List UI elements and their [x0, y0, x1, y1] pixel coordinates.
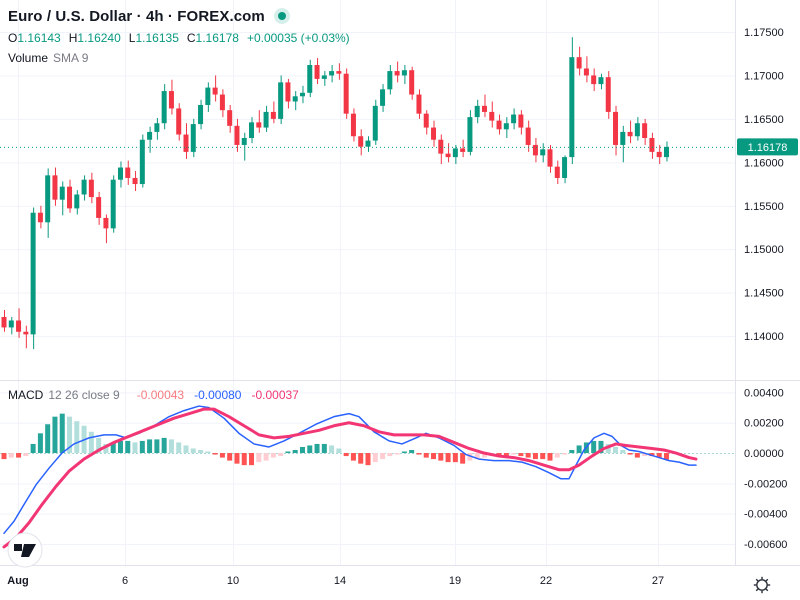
macd-indicator-label[interactable]: MACD — [8, 388, 44, 402]
svg-text:1.14000: 1.14000 — [744, 331, 784, 343]
open-label: O — [8, 31, 18, 45]
macd-histogram — [1, 413, 669, 466]
svg-text:1.17000: 1.17000 — [744, 70, 784, 82]
svg-text:14: 14 — [334, 575, 346, 587]
low-label: L — [128, 31, 136, 45]
macd-indicator-params: 12 26 close 9 — [48, 388, 120, 402]
time-axis[interactable]: Aug 6 10 14 19 22 27 — [7, 575, 664, 587]
symbol-title[interactable]: Euro / U.S. Dollar · 4h · FOREX.com — [8, 7, 265, 25]
price-axis[interactable]: 1.17500 1.17000 1.16500 1.16000 1.15500 1.150… — [744, 27, 784, 343]
macd-legend: MACD 12 26 close 9 -0.00043 -0.00080 -0.… — [8, 388, 299, 402]
svg-text:Aug: Aug — [7, 575, 28, 587]
timezone-settings-gear-icon[interactable] — [753, 576, 771, 594]
market-status-icon[interactable] — [273, 8, 290, 24]
high-value: 1.16240 — [77, 31, 121, 45]
svg-text:22: 22 — [540, 575, 552, 587]
svg-text:0.00000: 0.00000 — [744, 448, 784, 460]
grid-lines — [0, 0, 735, 565]
macd-signal-line — [2, 407, 698, 549]
close-value: 1.16178 — [195, 31, 239, 45]
macd-hist-value: -0.00043 — [136, 388, 185, 402]
svg-text:1.17500: 1.17500 — [744, 27, 784, 39]
candlestick-series — [1, 37, 669, 350]
svg-text:1.14500: 1.14500 — [744, 288, 784, 300]
close-label: C — [186, 31, 196, 45]
svg-text:0.00400: 0.00400 — [744, 387, 784, 399]
svg-text:19: 19 — [449, 575, 461, 587]
svg-text:-0.00600: -0.00600 — [744, 539, 787, 551]
ohlc-row: O1.16143 H1.16240 L1.16135 C1.16178 +0.0… — [8, 31, 350, 45]
macd-line-value: -0.00080 — [194, 388, 242, 402]
macd-line — [3, 405, 697, 535]
svg-text:1.16500: 1.16500 — [744, 114, 784, 126]
tradingview-logo-icon[interactable] — [7, 532, 43, 568]
low-value: 1.16135 — [135, 31, 179, 45]
svg-text:10: 10 — [227, 575, 239, 587]
svg-text:-0.00400: -0.00400 — [744, 509, 787, 521]
svg-text:0.00200: 0.00200 — [744, 418, 784, 430]
open-value: 1.16143 — [17, 31, 61, 45]
volume-indicator-label[interactable]: Volume — [8, 51, 49, 65]
svg-text:1.16178: 1.16178 — [748, 142, 788, 154]
change-value: +0.00035 (+0.03%) — [246, 31, 350, 45]
svg-text:6: 6 — [122, 575, 128, 587]
macd-signal-value: -0.00037 — [251, 388, 299, 402]
macd-axis[interactable]: 0.00400 0.00200 0.00000 -0.00200 -0.00400 -0.… — [744, 387, 787, 551]
svg-text:1.15500: 1.15500 — [744, 201, 784, 213]
svg-text:1.16000: 1.16000 — [744, 157, 784, 169]
last-price-label: 1.16178 — [737, 138, 798, 156]
symbol-legend: Euro / U.S. Dollar · 4h · FOREX.com O1.1… — [8, 6, 350, 66]
high-label: H — [68, 31, 78, 45]
svg-text:-0.00200: -0.00200 — [744, 478, 787, 490]
status-dot-icon — [277, 12, 286, 20]
volume-indicator-params: SMA 9 — [53, 51, 89, 65]
svg-text:1.15000: 1.15000 — [744, 244, 784, 256]
svg-text:27: 27 — [652, 575, 664, 587]
